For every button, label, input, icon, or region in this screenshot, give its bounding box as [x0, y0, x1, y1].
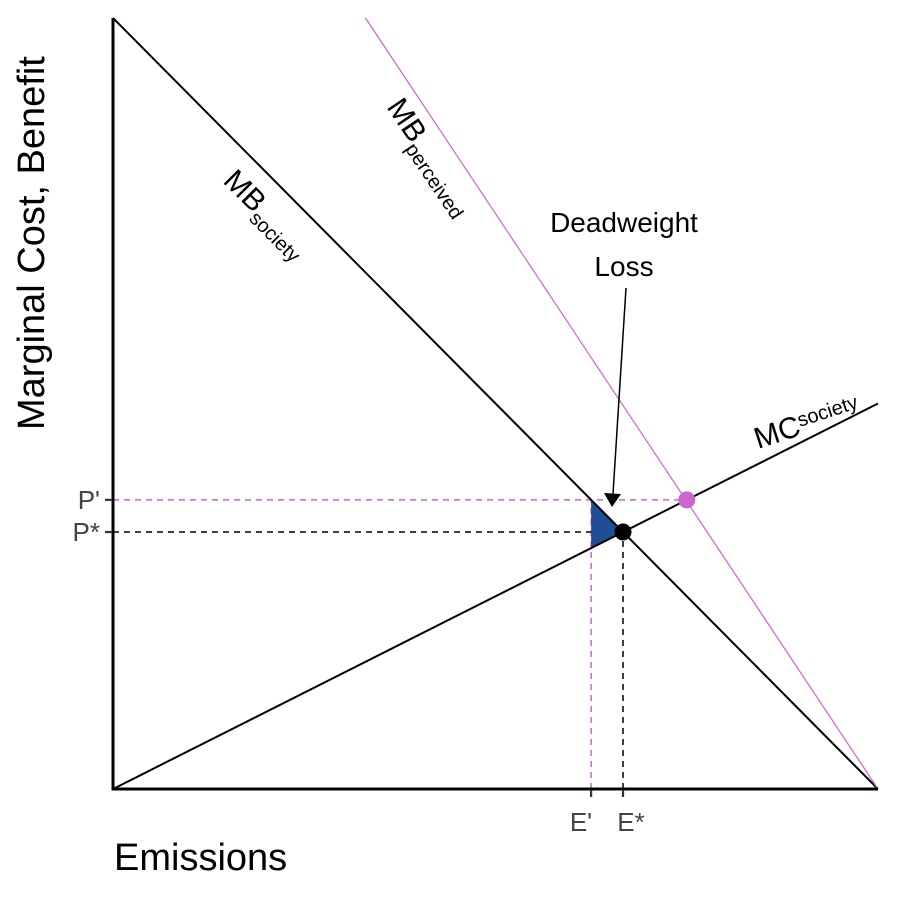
social-optimum-point: [614, 523, 632, 541]
series-lines: [112, 17, 879, 790]
mc-society-label: MCsociety: [750, 391, 864, 456]
mb-perceived-label-sub: perceived: [400, 139, 467, 223]
perceived-equilibrium-point: [678, 491, 696, 509]
dwl-annotation-line1: Deadweight: [550, 207, 698, 238]
mb-society-line: [112, 17, 879, 790]
x-tick-label: E': [570, 807, 592, 837]
dwl-arrow-head: [604, 493, 621, 507]
dwl-arrow-line: [612, 287, 627, 495]
mb-society-label: MBsociety: [213, 164, 316, 267]
mc-society-line: [112, 402, 879, 790]
y-tick-label: P*: [73, 517, 100, 547]
points: [614, 491, 696, 541]
ticks: E' E* P'P*: [73, 485, 645, 837]
y-axis-title: Marginal Cost, Benefit: [11, 56, 53, 430]
x-tick-label: E*: [617, 807, 644, 837]
mc-society-label-sub: society: [795, 392, 861, 432]
mb-perceived-line: [364, 17, 879, 790]
x-axis-title: Emissions: [114, 837, 287, 879]
y-tick-label: P': [78, 485, 100, 515]
dwl-annotation-line2: Loss: [594, 251, 653, 282]
mb-society-label-sub: society: [245, 207, 305, 267]
mb-perceived-label-main: MB: [380, 92, 433, 148]
